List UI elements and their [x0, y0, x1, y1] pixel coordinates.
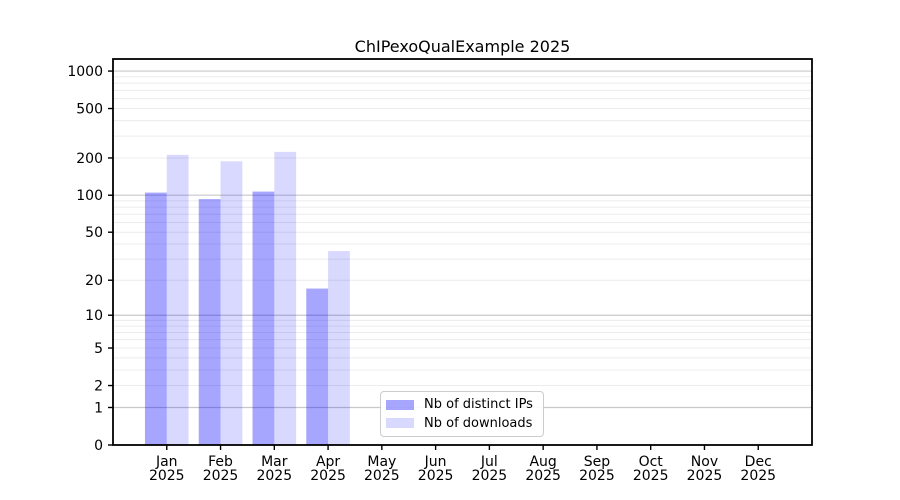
- legend-label-downloads: Nb of downloads: [424, 415, 533, 431]
- bar-distinct-ips-mar: [252, 191, 275, 445]
- legend-item-downloads: Nb of downloads: [386, 416, 535, 431]
- legend-swatch-distinct-ips: [386, 399, 414, 410]
- x-tick-year-jun: 2025: [418, 468, 454, 484]
- y-tick-label-50: 50: [85, 225, 103, 241]
- x-tick-year-sep: 2025: [579, 468, 615, 484]
- bar-downloads-feb: [220, 161, 243, 445]
- y-tick-label-5: 5: [94, 341, 103, 357]
- x-tick-year-jan: 2025: [149, 468, 185, 484]
- x-tick-year-dec: 2025: [740, 468, 776, 484]
- x-tick-label-aug: Aug: [529, 454, 556, 470]
- y-tick-label-1: 1: [94, 400, 103, 416]
- x-tick-label-oct: Oct: [639, 454, 664, 470]
- x-tick-year-apr: 2025: [310, 468, 346, 484]
- x-tick-year-feb: 2025: [203, 468, 239, 484]
- bar-downloads-jan: [166, 154, 189, 445]
- x-tick-year-may: 2025: [364, 468, 400, 484]
- y-tick-label-100: 100: [76, 188, 103, 204]
- plot-border: [112, 58, 813, 446]
- bar-distinct-ips-apr: [306, 288, 329, 445]
- x-tick-year-aug: 2025: [525, 468, 561, 484]
- x-tick-year-mar: 2025: [256, 468, 292, 484]
- y-tick-label-10: 10: [85, 308, 103, 324]
- chart-title: ChIPexoQualExample 2025: [354, 37, 571, 56]
- y-tick-label-1000: 1000: [67, 64, 103, 80]
- legend-item-distinct-ips: Nb of distinct IPs: [386, 397, 535, 412]
- x-tick-label-dec: Dec: [745, 454, 772, 470]
- x-tick-label-nov: Nov: [691, 454, 718, 470]
- bar-distinct-ips-jan: [144, 192, 167, 445]
- x-tick-year-jul: 2025: [472, 468, 508, 484]
- x-tick-year-oct: 2025: [633, 468, 669, 484]
- x-tick-label-jul: Jul: [480, 454, 498, 470]
- x-tick-label-may: May: [367, 454, 396, 470]
- x-tick-label-jun: Jun: [424, 454, 447, 470]
- legend-swatch-downloads: [386, 418, 414, 429]
- bar-distinct-ips-feb: [198, 199, 221, 445]
- bar-downloads-mar: [274, 151, 297, 445]
- y-tick-label-20: 20: [85, 273, 103, 289]
- x-tick-label-sep: Sep: [584, 454, 611, 470]
- y-tick-label-500: 500: [76, 102, 103, 118]
- y-tick-label-0: 0: [94, 438, 103, 454]
- bar-downloads-apr: [328, 251, 350, 445]
- y-tick-label-2: 2: [94, 379, 103, 395]
- x-tick-label-mar: Mar: [261, 454, 288, 470]
- x-tick-label-jan: Jan: [155, 454, 178, 470]
- x-tick-label-feb: Feb: [208, 454, 233, 470]
- y-tick-label-200: 200: [76, 151, 103, 167]
- legend-label-distinct-ips: Nb of distinct IPs: [424, 397, 533, 413]
- legend: Nb of distinct IPs Nb of downloads: [380, 391, 544, 437]
- x-tick-year-nov: 2025: [687, 468, 723, 484]
- x-tick-label-apr: Apr: [316, 454, 340, 470]
